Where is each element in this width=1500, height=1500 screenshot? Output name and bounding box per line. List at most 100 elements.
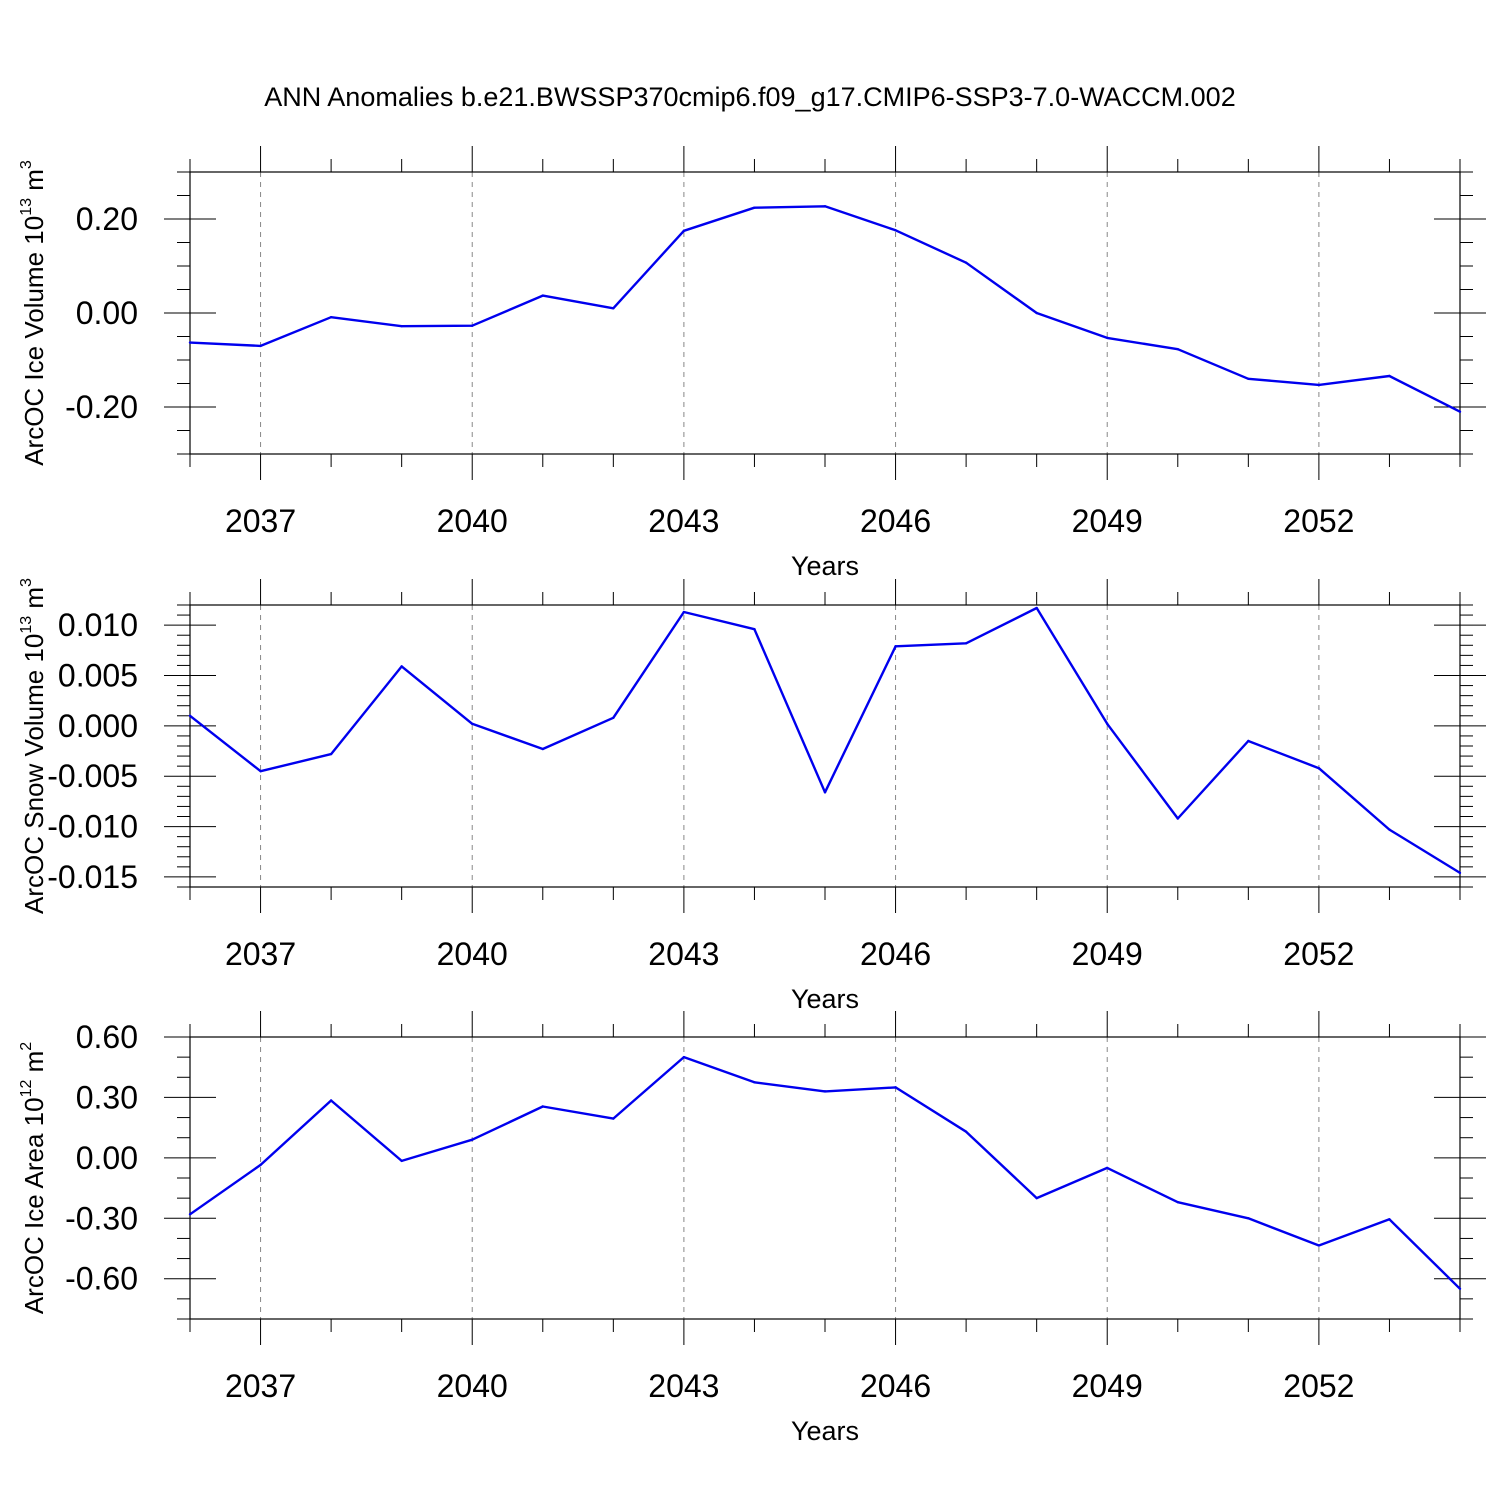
y-axis-label-superscript: 3	[18, 160, 35, 169]
data-point	[894, 1086, 897, 1089]
y-axis-label-superscript: 13	[18, 198, 35, 216]
x-tick-label: 2046	[860, 1368, 931, 1404]
data-point	[1388, 374, 1391, 378]
data-point	[1458, 410, 1462, 413]
plot-frame	[189, 1036, 1461, 1320]
data-point	[823, 205, 827, 208]
y-tick-label: -0.010	[47, 809, 138, 845]
y-axis-label-superscript: 2	[18, 1042, 35, 1051]
y-axis-label-superscript: 12	[18, 1080, 35, 1098]
y-tick-label: 0.20	[76, 201, 138, 237]
x-tick-label: 2049	[1072, 503, 1143, 539]
y-axis-label-text: ArcOC Ice Area 10	[19, 1097, 49, 1314]
data-point	[682, 1055, 686, 1059]
data-point	[188, 341, 192, 344]
y-axis-label: ArcOC Ice Volume 1013 m3	[18, 160, 49, 466]
data-point	[823, 1090, 827, 1093]
data-point	[188, 1213, 192, 1216]
data-point	[541, 294, 544, 297]
data-point	[964, 1130, 968, 1133]
data-point	[1176, 347, 1179, 351]
data-point	[1035, 1196, 1038, 1200]
data-point	[259, 769, 262, 773]
y-tick-label: 0.30	[76, 1079, 138, 1115]
series-line	[189, 205, 1461, 413]
y-tick-label: -0.30	[65, 1200, 138, 1236]
data-point	[541, 747, 544, 751]
data-point	[753, 206, 756, 209]
data-point	[1317, 1244, 1321, 1247]
x-tick-label: 2049	[1072, 936, 1143, 972]
x-tick-label: 2040	[437, 503, 508, 539]
data-point	[612, 716, 615, 719]
data-point	[1247, 739, 1250, 743]
data-point	[188, 714, 192, 717]
y-axis-label-text: ArcOC Ice Volume 10	[19, 216, 49, 466]
data-point	[471, 1138, 474, 1141]
data-point	[400, 665, 403, 668]
data-point	[1317, 766, 1321, 770]
panel-1: -0.20 0.00 0.20 2037 2040 2043 2046 2049 2052 Yea…	[18, 146, 1486, 581]
x-axis-label: Years	[791, 1416, 859, 1446]
data-point	[329, 752, 333, 756]
x-tick-label: 2046	[860, 503, 931, 539]
y-tick-label: 0.000	[58, 708, 138, 744]
panel-3: -0.60 -0.30 0.00 0.30 0.60 2037 2040 2043 2046 20…	[18, 1011, 1486, 1446]
x-axis-label: Years	[791, 984, 859, 1014]
data-point	[471, 722, 474, 726]
y-axis-label-text: m	[19, 169, 49, 198]
data-point	[329, 1099, 333, 1102]
y-axis-label-text: m	[19, 587, 49, 616]
y-tick-label: -0.015	[47, 859, 138, 895]
x-tick-label: 2052	[1283, 936, 1354, 972]
x-tick-label: 2043	[648, 503, 719, 539]
data-point	[612, 1117, 615, 1120]
data-point	[1176, 1200, 1179, 1204]
data-point	[894, 645, 897, 648]
data-point	[471, 324, 474, 327]
y-tick-label: -0.60	[65, 1261, 138, 1297]
data-point	[682, 229, 686, 232]
x-tick-label: 2052	[1283, 503, 1354, 539]
x-tick-label: 2049	[1072, 1368, 1143, 1404]
x-tick-label: 2043	[648, 936, 719, 972]
data-point	[259, 344, 262, 348]
data-point	[1388, 1218, 1391, 1221]
data-point	[753, 627, 756, 631]
panel-2: -0.015 -0.010 -0.005 0.000 0.005 0.010 2037 204…	[18, 578, 1486, 1014]
x-tick-label: 2046	[860, 936, 931, 972]
x-tick-label: 2037	[225, 936, 296, 972]
x-tick-label: 2052	[1283, 1368, 1354, 1404]
data-point	[1035, 311, 1038, 315]
plot-frame	[189, 171, 1461, 455]
y-axis-label: ArcOC Snow Volume 1013 m3	[18, 578, 49, 914]
data-point	[541, 1105, 544, 1108]
data-point	[400, 1159, 403, 1163]
data-point	[1035, 606, 1038, 610]
y-axis-label-superscript: 3	[18, 578, 35, 587]
data-point	[1458, 871, 1462, 875]
data-point	[682, 610, 686, 614]
data-point	[753, 1081, 756, 1084]
data-point	[1317, 383, 1321, 387]
y-axis-label-superscript: 13	[18, 616, 35, 634]
y-tick-label: 0.60	[76, 1019, 138, 1055]
x-tick-label: 2040	[437, 1368, 508, 1404]
data-point	[964, 642, 968, 645]
data-point	[1247, 377, 1250, 380]
x-tick-label: 2037	[225, 503, 296, 539]
y-tick-label: 0.00	[76, 295, 138, 331]
series-line	[189, 606, 1461, 874]
data-point	[400, 324, 403, 328]
y-axis-label: ArcOC Ice Area 1012 m2	[18, 1042, 49, 1314]
data-point	[329, 316, 333, 319]
data-point	[612, 307, 615, 310]
data-point	[1176, 817, 1179, 820]
data-point	[1388, 828, 1391, 831]
data-point	[1247, 1217, 1250, 1220]
data-point	[823, 791, 827, 794]
data-point	[1106, 336, 1109, 340]
y-tick-label: 0.00	[76, 1140, 138, 1176]
x-tick-label: 2037	[225, 1368, 296, 1404]
